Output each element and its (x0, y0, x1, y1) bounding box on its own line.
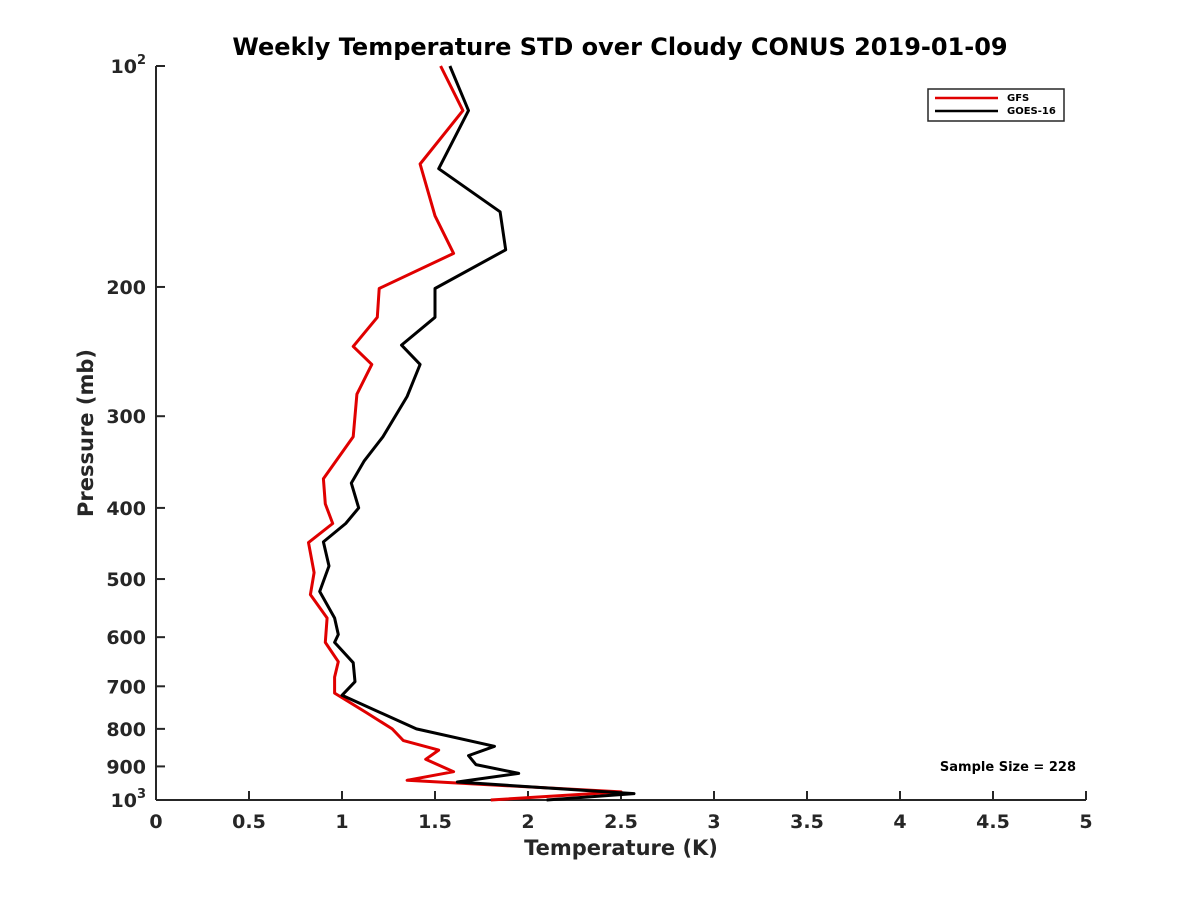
x-tick-label: 4.5 (976, 811, 1010, 833)
x-tick-label: 1.5 (418, 811, 452, 833)
y-tick-base: 400 (106, 498, 146, 520)
y-tick-label: 102 (111, 53, 147, 78)
y-tick-base: 900 (106, 756, 146, 778)
y-tick-label: 103 (111, 787, 147, 812)
y-tick-exponent: 3 (137, 787, 146, 802)
y-tick-base: 300 (106, 406, 146, 428)
legend-label-gfs: GFS (1007, 93, 1029, 104)
x-tick-label: 3.5 (790, 811, 824, 833)
y-tick-label: 500 (106, 569, 146, 591)
x-axis-ticks: 0 0.5 1 1.5 2 2.5 3 3.5 4 4.5 5 (149, 791, 1093, 833)
y-tick-label: 900 (106, 756, 146, 778)
y-tick-label: 600 (106, 627, 146, 649)
x-tick-label: 2.5 (604, 811, 638, 833)
series-line-goes16 (318, 65, 636, 802)
y-axis-label: Pressure (mb) (74, 349, 98, 517)
legend: GFS GOES-16 (927, 88, 1065, 122)
y-tick-label: 200 (106, 277, 146, 299)
x-tick-label: 4 (893, 811, 906, 833)
sample-size-annotation: Sample Size = 228 (940, 760, 1076, 775)
y-tick-base: 500 (106, 569, 146, 591)
x-tick-label: 2 (521, 811, 534, 833)
y-tick-base: 700 (106, 676, 146, 698)
chart-title: Weekly Temperature STD over Cloudy CONUS… (232, 33, 1007, 61)
y-tick-label: 700 (106, 676, 146, 698)
x-tick-label: 3 (707, 811, 720, 833)
x-tick-label: 0.5 (232, 811, 266, 833)
legend-label-goes16: GOES-16 (1007, 106, 1056, 117)
y-tick-base: 800 (106, 719, 146, 741)
x-tick-label: 0 (149, 811, 162, 833)
x-tick-label: 5 (1079, 811, 1092, 833)
y-tick-exponent: 2 (137, 53, 146, 68)
y-tick-label: 400 (106, 498, 146, 520)
y-tick-label: 800 (106, 719, 146, 741)
legend-box (927, 88, 1065, 122)
x-axis-label: Temperature (K) (524, 836, 718, 860)
y-tick-base: 600 (106, 627, 146, 649)
series-line-gfs (307, 65, 623, 802)
y-tick-base: 10 (111, 56, 137, 78)
y-tick-label: 300 (106, 406, 146, 428)
y-tick-base: 200 (106, 277, 146, 299)
y-tick-base: 10 (111, 790, 137, 812)
x-tick-label: 1 (335, 811, 348, 833)
data-series (307, 65, 636, 802)
